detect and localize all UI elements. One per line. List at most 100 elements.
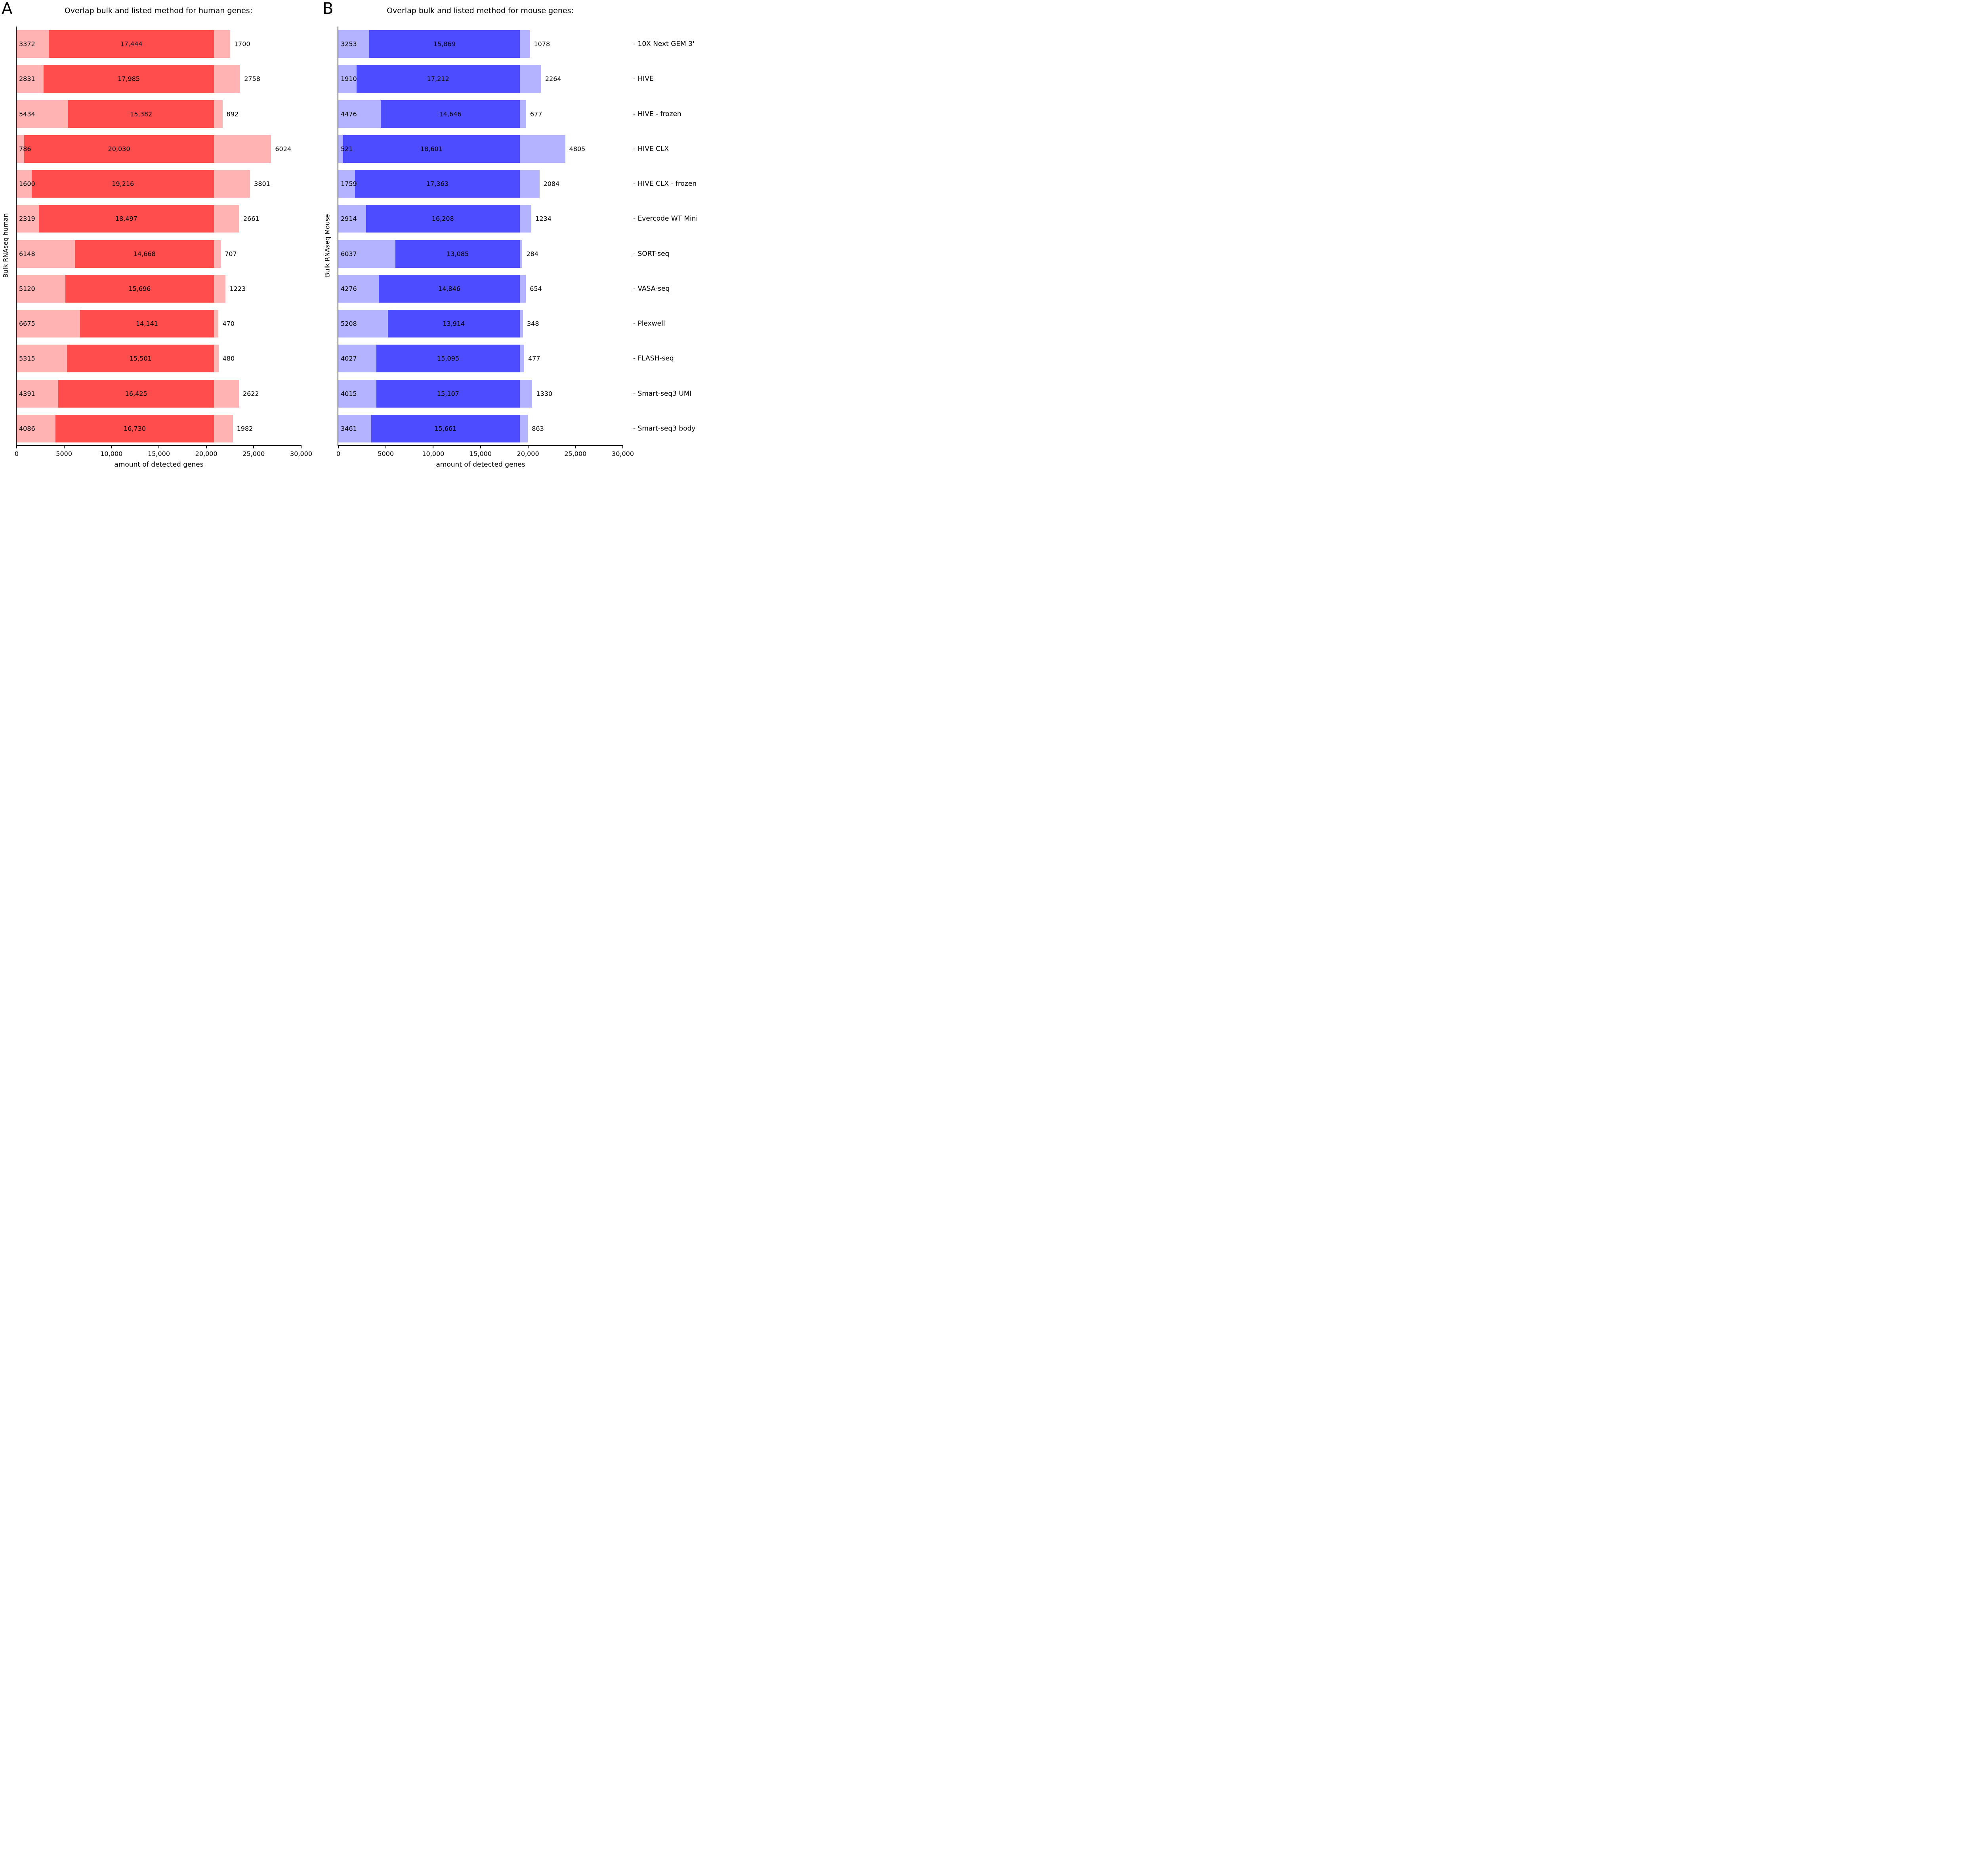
bulk-only-value-label: 1759 — [341, 180, 357, 188]
bar-segment-overlap — [355, 170, 520, 198]
method-only-value-label: 2622 — [242, 390, 259, 398]
overlap-value-label: 17,444 — [120, 40, 143, 48]
bulk-only-value-label: 2319 — [19, 215, 35, 223]
bulk-only-value-label: 1910 — [341, 75, 357, 83]
x-axis-tick-label: 25,000 — [564, 450, 587, 458]
bulk-only-value-label: 4476 — [341, 110, 357, 118]
bar-row: 521 18,601 4805 — [338, 135, 623, 163]
bulk-only-value-label: 4276 — [341, 285, 357, 293]
x-axis-tick-label: 15,000 — [148, 450, 170, 458]
overlap-value-label: 15,661 — [434, 425, 457, 433]
bar-segment-bulk-only — [17, 205, 39, 233]
overlap-value-label: 19,216 — [112, 180, 134, 188]
bar-segment-overlap — [80, 310, 214, 338]
bulk-only-value-label: 4015 — [341, 390, 357, 398]
method-only-value-label: 1078 — [534, 40, 550, 48]
bar-segment-method-only — [519, 414, 528, 442]
bar-row: 4086 16,730 1982 — [17, 414, 301, 442]
bar-segment-bulk-only — [17, 240, 75, 268]
overlap-value-label: 17,363 — [426, 180, 448, 188]
bar-segment-overlap — [366, 205, 520, 233]
bar-segment-bulk-only — [338, 65, 357, 93]
bar-segment-overlap — [24, 135, 214, 163]
method-tick-label: - SORT-seq — [633, 250, 670, 258]
x-axis-tick-label: 5000 — [56, 450, 73, 458]
bar-row: 2319 18,497 2661 — [17, 205, 301, 233]
overlap-value-label: 20,030 — [108, 145, 130, 153]
bar-segment-method-only — [214, 65, 240, 93]
bar-segment-bulk-only — [17, 30, 49, 58]
bar-row: 1600 19,216 3801 — [17, 170, 301, 198]
bulk-only-value-label: 6675 — [19, 320, 35, 328]
bulk-only-value-label: 2914 — [341, 215, 357, 223]
bar-segment-method-only — [214, 275, 226, 303]
bar-segment-overlap — [381, 100, 520, 128]
x-axis-label-mouse: amount of detected genes — [436, 461, 525, 469]
bar-row: 5208 13,914 348 — [338, 310, 623, 338]
bar-segment-method-only — [214, 135, 271, 163]
bar-segment-bulk-only — [338, 414, 371, 442]
figure: A B Overlap bulk and listed method for h… — [0, 0, 703, 469]
bar-segment-overlap — [48, 30, 214, 58]
bar-segment-overlap — [387, 310, 520, 338]
bar-segment-bulk-only — [338, 205, 366, 233]
plot-area-mouse: amount of detected genes 3253 15,869 1078 1… — [336, 27, 634, 469]
method-only-value-label: 1330 — [536, 390, 553, 398]
panel-letter-a: A — [2, 0, 13, 18]
x-axis-tick — [111, 445, 112, 448]
method-tick-label: - Plexwell — [633, 320, 665, 328]
method-only-value-label: 1700 — [234, 40, 250, 48]
bar-row: 5120 15,696 1223 — [17, 275, 301, 303]
x-axis-tick — [575, 445, 576, 448]
bar-segment-method-only — [519, 275, 526, 303]
x-axis-tick-label: 10,000 — [422, 450, 445, 458]
bar-segment-overlap — [376, 345, 520, 373]
bar-row: 2914 16,208 1234 — [338, 205, 623, 233]
bar-segment-bulk-only — [338, 240, 396, 268]
bulk-only-value-label: 4027 — [341, 355, 357, 362]
overlap-value-label: 15,696 — [128, 285, 151, 293]
bar-segment-method-only — [519, 100, 526, 128]
x-axis-tick — [301, 445, 302, 448]
bar-segment-bulk-only — [338, 345, 377, 373]
x-axis-tick — [16, 445, 17, 448]
bar-segment-bulk-only — [17, 65, 44, 93]
overlap-value-label: 17,212 — [427, 75, 449, 83]
bar-segment-method-only — [519, 65, 541, 93]
bar-segment-method-only — [519, 135, 565, 163]
overlap-value-label: 16,208 — [431, 215, 454, 223]
bar-segment-overlap — [38, 205, 214, 233]
bar-row: 3461 15,661 863 — [338, 414, 623, 442]
x-axis-tick-label: 5000 — [378, 450, 394, 458]
bar-segment-bulk-only — [338, 30, 369, 58]
bulk-only-value-label: 1600 — [19, 180, 35, 188]
panel-title-human: Overlap bulk and listed method for human… — [64, 6, 253, 15]
x-axis-tick — [63, 445, 65, 448]
bulk-only-value-label: 4391 — [19, 390, 35, 398]
bar-segment-method-only — [214, 170, 250, 198]
panel-title-mouse: Overlap bulk and listed method for mouse… — [387, 6, 574, 15]
overlap-value-label: 18,601 — [420, 145, 443, 153]
bar-segment-method-only — [214, 30, 230, 58]
x-axis-tick — [622, 445, 623, 448]
bar-segment-method-only — [214, 100, 223, 128]
method-only-value-label: 1234 — [535, 215, 552, 223]
method-only-value-label: 1223 — [229, 285, 246, 293]
method-tick-label: - 10X Next GEM 3' — [633, 40, 695, 48]
method-only-value-label: 6024 — [275, 145, 292, 153]
bulk-only-value-label: 5208 — [341, 320, 357, 328]
bar-segment-overlap — [343, 135, 520, 163]
bar-segment-bulk-only — [338, 275, 379, 303]
bar-segment-overlap — [376, 379, 520, 408]
bulk-only-value-label: 5434 — [19, 110, 35, 118]
overlap-value-label: 13,085 — [447, 250, 469, 258]
method-only-value-label: 348 — [527, 320, 539, 328]
x-axis-tick — [338, 445, 339, 448]
x-axis-tick — [253, 445, 254, 448]
bulk-only-value-label: 4086 — [19, 425, 35, 433]
bar-segment-method-only — [519, 345, 525, 373]
overlap-value-label: 14,668 — [133, 250, 156, 258]
overlap-value-label: 13,914 — [443, 320, 465, 328]
bar-row: 3372 17,444 1700 — [17, 30, 301, 58]
bar-segment-method-only — [519, 379, 532, 408]
